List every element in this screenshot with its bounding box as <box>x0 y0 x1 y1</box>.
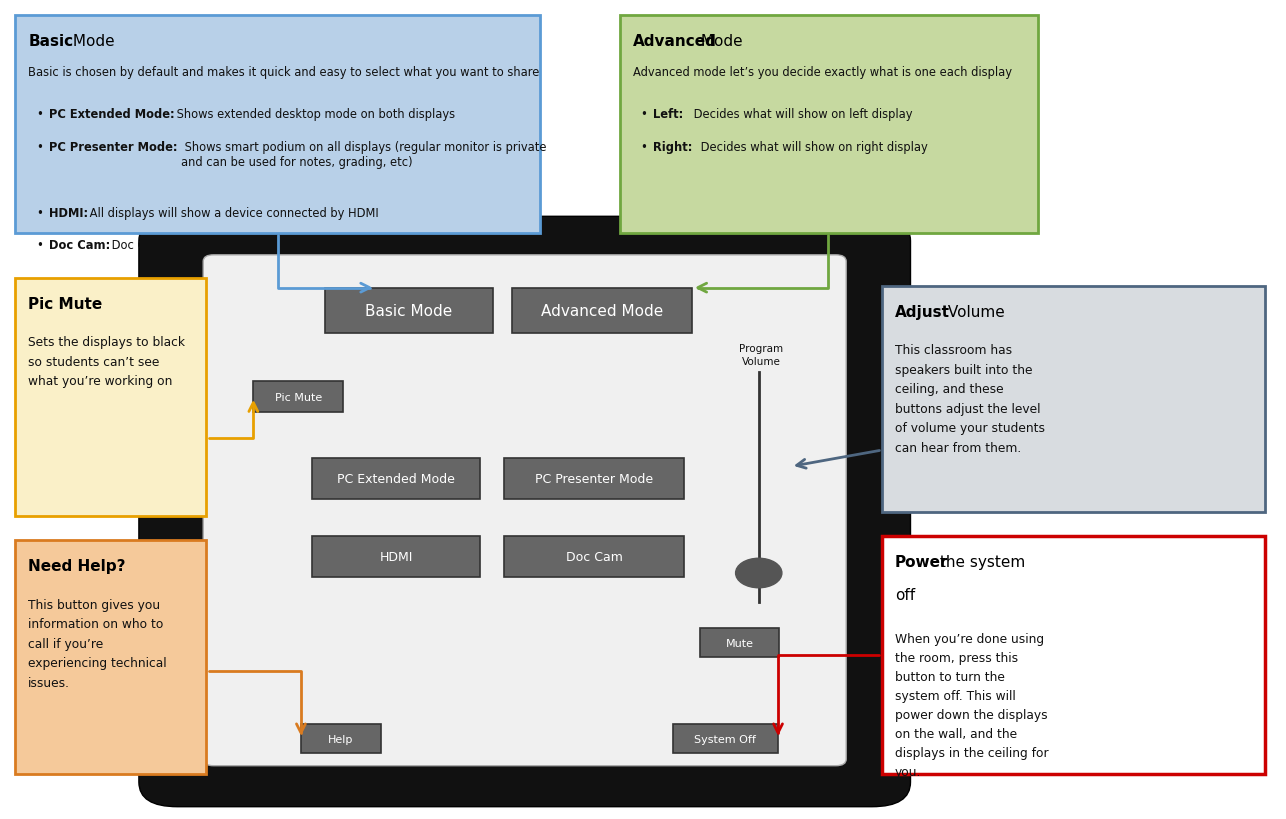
Text: Volume: Volume <box>943 305 1004 319</box>
Text: Help: Help <box>328 734 354 744</box>
Text: Mode: Mode <box>697 34 743 49</box>
FancyBboxPatch shape <box>673 724 778 753</box>
Text: HDMI: HDMI <box>379 550 413 563</box>
Text: Decides what will show on right display: Decides what will show on right display <box>697 141 928 154</box>
FancyBboxPatch shape <box>253 382 343 413</box>
Text: Decides what will show on left display: Decides what will show on left display <box>689 108 913 121</box>
Text: Program
Volume: Program Volume <box>739 344 783 366</box>
Text: Mute: Mute <box>725 638 754 648</box>
Text: Doc Cam: Doc Cam <box>566 550 622 563</box>
Text: Power: Power <box>895 554 949 569</box>
Text: System Off: System Off <box>694 734 756 744</box>
Text: Adjust: Adjust <box>895 305 950 319</box>
FancyBboxPatch shape <box>700 629 779 657</box>
FancyBboxPatch shape <box>301 724 381 753</box>
Text: off: off <box>895 587 916 602</box>
Text: Basic is chosen by default and makes it quick and easy to select what you want t: Basic is chosen by default and makes it … <box>28 66 540 79</box>
Text: Mode: Mode <box>68 34 114 49</box>
Text: Pic Mute: Pic Mute <box>275 392 322 402</box>
Text: Basic Mode: Basic Mode <box>365 304 453 319</box>
Text: •: • <box>36 108 42 121</box>
Text: When you’re done using
the room, press this
button to turn the
system off. This : When you’re done using the room, press t… <box>895 632 1048 778</box>
Text: Basic: Basic <box>28 34 73 49</box>
Text: Shows extended desktop mode on both displays: Shows extended desktop mode on both disp… <box>174 108 455 121</box>
FancyBboxPatch shape <box>15 278 206 516</box>
Text: This button gives you
information on who to
call if you’re
experiencing technica: This button gives you information on who… <box>28 598 167 689</box>
Text: All displays will show a device connected by HDMI: All displays will show a device connecte… <box>85 206 378 219</box>
Text: PC Presenter Mode: PC Presenter Mode <box>535 473 653 486</box>
Text: PC Presenter Mode:: PC Presenter Mode: <box>49 141 177 154</box>
Text: Need Help?: Need Help? <box>28 559 126 573</box>
FancyBboxPatch shape <box>15 541 206 774</box>
Text: Left:: Left: <box>653 108 684 121</box>
Text: Advanced: Advanced <box>633 34 716 49</box>
Text: Advanced mode let’s you decide exactly what is one each display: Advanced mode let’s you decide exactly w… <box>633 66 1012 79</box>
FancyBboxPatch shape <box>139 217 910 807</box>
FancyBboxPatch shape <box>312 459 480 500</box>
Circle shape <box>736 559 782 588</box>
Text: Doc Cam shows on all displays: Doc Cam shows on all displays <box>108 239 288 252</box>
Text: Sets the displays to black
so students can’t see
what you’re working on: Sets the displays to black so students c… <box>28 336 185 387</box>
Text: •: • <box>36 239 42 252</box>
Text: Pic Mute: Pic Mute <box>28 296 103 311</box>
FancyBboxPatch shape <box>882 287 1265 512</box>
Text: HDMI:: HDMI: <box>49 206 87 219</box>
FancyBboxPatch shape <box>504 459 684 500</box>
Text: Right:: Right: <box>653 141 693 154</box>
Text: •: • <box>36 206 42 219</box>
FancyBboxPatch shape <box>203 256 846 766</box>
FancyBboxPatch shape <box>620 16 1038 233</box>
FancyBboxPatch shape <box>312 536 480 577</box>
Text: Advanced Mode: Advanced Mode <box>540 304 664 319</box>
Text: PC Extended Mode: PC Extended Mode <box>337 473 455 486</box>
FancyBboxPatch shape <box>15 16 540 233</box>
Text: This classroom has
speakers built into the
ceiling, and these
buttons adjust the: This classroom has speakers built into t… <box>895 344 1046 455</box>
FancyBboxPatch shape <box>882 536 1265 774</box>
FancyBboxPatch shape <box>325 288 493 334</box>
Text: the system: the system <box>935 554 1025 569</box>
FancyBboxPatch shape <box>504 536 684 577</box>
Text: Doc Cam:: Doc Cam: <box>49 239 111 252</box>
Text: Shows smart podium on all displays (regular monitor is private
and can be used f: Shows smart podium on all displays (regu… <box>181 141 547 169</box>
Text: PC Extended Mode:: PC Extended Mode: <box>49 108 175 121</box>
FancyBboxPatch shape <box>512 288 692 334</box>
Text: •: • <box>640 141 647 154</box>
Text: •: • <box>640 108 647 121</box>
Text: •: • <box>36 141 42 154</box>
